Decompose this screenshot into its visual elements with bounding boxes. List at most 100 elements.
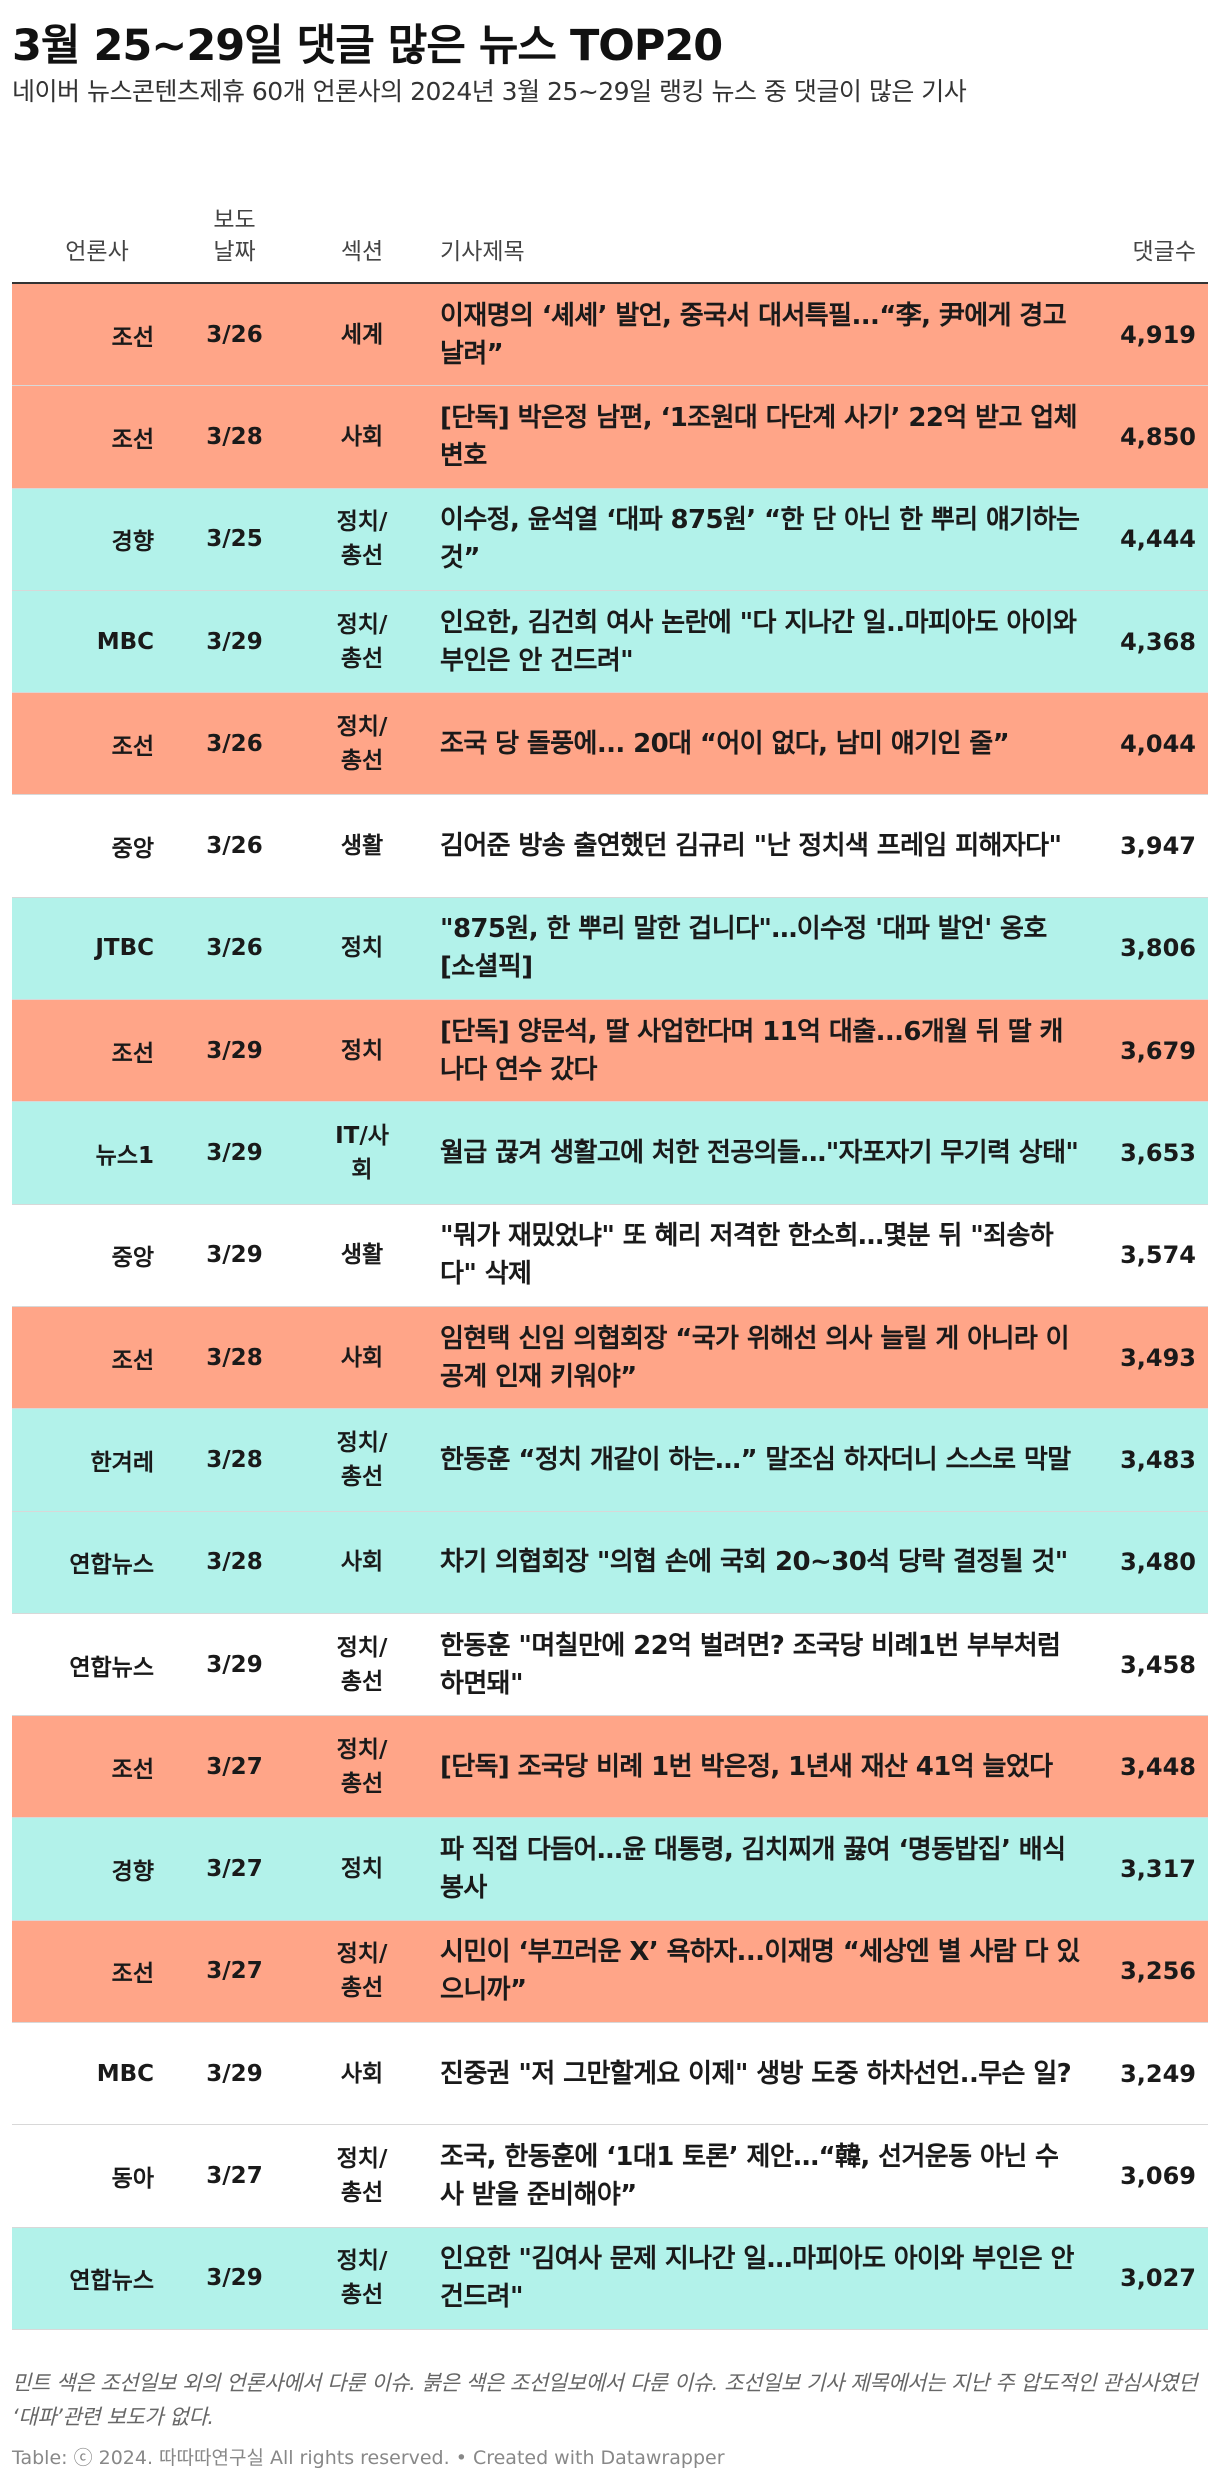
section-cell-text: 정치/총선 xyxy=(336,713,388,774)
section-cell: IT/사회 xyxy=(287,1102,437,1203)
section-cell-text: IT/사회 xyxy=(335,1123,389,1184)
headline-cell[interactable]: [단독] 조국당 비례 1번 박은정, 1년새 재산 41억 늘었다 xyxy=(440,1716,1080,1817)
headline-cell[interactable]: 조국, 한동훈에 ‘1대1 토론’ 제안…“韓, 선거운동 아닌 수사 받을 준… xyxy=(440,2125,1080,2226)
date-cell-text: 3/28 xyxy=(206,1446,263,1473)
date-cell-text: 3/29 xyxy=(206,2265,263,2292)
column-header-date[interactable]: 보도 날짜 xyxy=(213,207,256,265)
press-cell: 동아 xyxy=(12,2125,182,2226)
press-cell-text: 연합뉴스 xyxy=(69,1654,154,1681)
date-cell-text: 3/27 xyxy=(206,1753,263,1780)
headline-cell[interactable]: 이재명의 ‘셰셰’ 발언, 중국서 대서특필...“李, 尹에게 경고 날려” xyxy=(440,284,1080,385)
headline-cell[interactable]: 파 직접 다듬어…윤 대통령, 김치찌개 끓여 ‘명동밥집’ 배식 봉사 xyxy=(440,1818,1080,1919)
date-cell-text: 3/29 xyxy=(206,1651,263,1678)
headline-cell[interactable]: [단독] 박은정 남편, ‘1조원대 다단계 사기’ 22억 받고 업체 변호 xyxy=(440,386,1080,487)
page-title: 3월 25~29일 댓글 많은 뉴스 TOP20 xyxy=(12,21,723,71)
press-cell: 연합뉴스 xyxy=(12,1512,182,1613)
comments-cell-text: 3,653 xyxy=(1120,1139,1196,1168)
comments-cell: 4,368 xyxy=(1070,591,1210,692)
table-row: 조선 3/29 정치 [단독] 양문석, 딸 사업한다며 11억 대출...6개월 뒤… xyxy=(12,1000,1208,1103)
comments-cell: 3,317 xyxy=(1070,1818,1210,1919)
table-row: 연합뉴스 3/29 정치/총선 인요한 "김여사 문제 지나간 일…마피아도 아이와 … xyxy=(12,2227,1208,2330)
headline-cell[interactable]: 차기 의협회장 "의협 손에 국회 20~30석 당락 결정될 것" xyxy=(440,1512,1080,1613)
date-cell: 3/27 xyxy=(182,1716,287,1817)
comments-cell-text: 3,480 xyxy=(1120,1548,1196,1577)
press-cell-text: 한겨레 xyxy=(90,1449,154,1476)
section-cell-text: 사회 xyxy=(340,1344,384,1371)
headline-cell[interactable]: 임현택 신임 의협회장 “국가 위해선 의사 늘릴 게 아니라 이공계 인재 키… xyxy=(440,1307,1080,1408)
headline-cell[interactable]: 인요한 "김여사 문제 지나간 일…마피아도 아이와 부인은 안 건드려" xyxy=(440,2228,1080,2329)
headline-cell[interactable]: 진중권 "저 그만할게요 이제" 생방 도중 하차선언..무슨 일? xyxy=(440,2023,1080,2124)
press-cell-text: MBC xyxy=(96,628,154,655)
press-cell-text: 조선 xyxy=(111,1961,154,1988)
headline-cell[interactable]: 인요한, 김건희 여사 논란에 "다 지나간 일..마피아도 아이와 부인은 안… xyxy=(440,591,1080,692)
section-cell-text: 정치/총선 xyxy=(336,2145,388,2206)
column-header-section[interactable]: 섹션 xyxy=(340,239,384,265)
press-cell-text: 동아 xyxy=(111,2165,154,2192)
section-cell: 세계 xyxy=(287,284,437,385)
headline-cell-text: 김어준 방송 출연했던 김규리 "난 정치색 프레임 피해자다" xyxy=(440,831,1062,862)
headline-cell[interactable]: 김어준 방송 출연했던 김규리 "난 정치색 프레임 피해자다" xyxy=(440,795,1080,896)
comments-cell-text: 3,458 xyxy=(1120,1650,1196,1679)
section-cell: 정치/총선 xyxy=(287,1921,437,2022)
headline-cell-text: 인요한 "김여사 문제 지나간 일…마피아도 아이와 부인은 안 건드려" xyxy=(440,2244,1074,2313)
table-row: 한겨레 3/28 정치/총선 한동훈 “정치 개같이 하는…” 말조심 하자더니 스스… xyxy=(12,1409,1208,1512)
headline-cell[interactable]: 이수정, 윤석열 ‘대파 875원’ “한 단 아닌 한 뿌리 얘기하는 것” xyxy=(440,489,1080,590)
table-row: MBC 3/29 정치/총선 인요한, 김건희 여사 논란에 "다 지나간 일..마피… xyxy=(12,590,1210,694)
headline-cell[interactable]: 시민이 ‘부끄러운 X’ 욕하자...이재명 “세상엔 별 사람 다 있으니까” xyxy=(440,1921,1080,2022)
press-cell-text: 중앙 xyxy=(111,836,154,863)
press-cell-text: 조선 xyxy=(111,426,154,453)
headline-cell-text: 조국 당 돌풍에... 20대 “어이 없다, 남미 얘기인 줄” xyxy=(440,728,1010,759)
press-cell-text: 조선 xyxy=(111,733,154,760)
comments-cell: 3,493 xyxy=(1070,1307,1210,1408)
headline-cell-text: 차기 의협회장 "의협 손에 국회 20~30석 당락 결정될 것" xyxy=(440,1547,1068,1578)
section-cell-text: 정치 xyxy=(340,935,384,962)
table-body: 조선 3/26 세계 이재명의 ‘셰셰’ 발언, 중국서 대서특필...“李, 尹에게… xyxy=(12,284,1208,2330)
press-cell-text: JTBC xyxy=(95,935,154,962)
comments-cell: 3,574 xyxy=(1070,1205,1210,1306)
comments-cell: 3,256 xyxy=(1070,1921,1210,2022)
date-cell: 3/26 xyxy=(182,795,287,896)
press-cell: 중앙 xyxy=(12,1205,182,1306)
press-cell-text: 중앙 xyxy=(111,1245,154,1272)
press-cell-text: 연합뉴스 xyxy=(69,1552,154,1579)
section-cell-text: 세계 xyxy=(340,321,384,348)
date-cell: 3/27 xyxy=(182,1818,287,1919)
headline-cell[interactable]: 월급 끊겨 생활고에 처한 전공의들…"자포자기 무기력 상태" xyxy=(440,1102,1080,1203)
column-header-comments[interactable]: 댓글수 xyxy=(1132,239,1196,265)
table-row: 중앙 3/26 생활 김어준 방송 출연했던 김규리 "난 정치색 프레임 피해자다"… xyxy=(12,795,1208,898)
date-cell: 3/26 xyxy=(182,693,287,794)
headline-cell[interactable]: 한동훈 “정치 개같이 하는…” 말조심 하자더니 스스로 막말 xyxy=(440,1409,1080,1510)
comments-cell-text: 3,947 xyxy=(1120,832,1196,861)
headline-cell-text: 임현택 신임 의협회장 “국가 위해선 의사 늘릴 게 아니라 이공계 인재 키… xyxy=(440,1323,1070,1392)
press-cell-text: 경향 xyxy=(111,529,154,556)
section-cell: 정치/총선 xyxy=(287,2125,437,2226)
column-header-press[interactable]: 언론사 xyxy=(65,239,129,265)
headline-cell[interactable]: "뭐가 재밌었냐" 또 혜리 저격한 한소희…몇분 뒤 "죄송하다" 삭제 xyxy=(440,1205,1080,1306)
headline-cell[interactable]: [단독] 양문석, 딸 사업한다며 11억 대출...6개월 뒤 딸 캐나다 연… xyxy=(440,1000,1080,1101)
section-cell-text: 정치/총선 xyxy=(336,1429,388,1490)
date-cell: 3/29 xyxy=(182,591,287,692)
date-cell: 3/26 xyxy=(182,898,287,999)
table-row: 뉴스1 3/29 IT/사회 월급 끊겨 생활고에 처한 전공의들…"자포자기 무기력… xyxy=(12,1102,1208,1205)
headline-cell-text: 시민이 ‘부끄러운 X’ 욕하자...이재명 “세상엔 별 사람 다 있으니까” xyxy=(440,1937,1080,2006)
comments-cell-text: 4,368 xyxy=(1120,627,1196,656)
table-row: 연합뉴스 3/28 사회 차기 의협회장 "의협 손에 국회 20~30석 당락 결정… xyxy=(12,1511,1208,1614)
comments-cell-text: 3,448 xyxy=(1120,1752,1196,1781)
section-cell-text: 사회 xyxy=(340,1549,384,1576)
comments-cell: 3,249 xyxy=(1070,2023,1210,2124)
headline-cell[interactable]: "875원, 한 뿌리 말한 겁니다"…이수정 '대파 발언' 옹호 [소셜픽] xyxy=(440,898,1080,999)
press-cell: 조선 xyxy=(12,1921,182,2022)
headline-cell[interactable]: 조국 당 돌풍에... 20대 “어이 없다, 남미 얘기인 줄” xyxy=(440,693,1080,794)
table-row: 조선 3/28 사회 임현택 신임 의협회장 “국가 위해선 의사 늘릴 게 아니라 … xyxy=(12,1306,1210,1410)
date-cell-text: 3/28 xyxy=(206,1344,263,1371)
comments-cell-text: 3,317 xyxy=(1120,1855,1196,1884)
press-cell: 경향 xyxy=(12,489,182,590)
headline-cell-text: 인요한, 김건희 여사 논란에 "다 지나간 일..마피아도 아이와 부인은 안… xyxy=(440,607,1077,676)
headline-cell-text: "뭐가 재밌었냐" 또 혜리 저격한 한소희…몇분 뒤 "죄송하다" 삭제 xyxy=(440,1221,1054,1290)
headline-cell[interactable]: 한동훈 "며칠만에 22억 벌려면? 조국당 비례1번 부부처럼 하면돼" xyxy=(440,1614,1080,1715)
date-cell: 3/28 xyxy=(182,1512,287,1613)
column-header-headline[interactable]: 기사제목 xyxy=(440,239,525,265)
section-cell: 정치 xyxy=(287,1818,437,1919)
date-cell: 3/29 xyxy=(182,2228,287,2329)
